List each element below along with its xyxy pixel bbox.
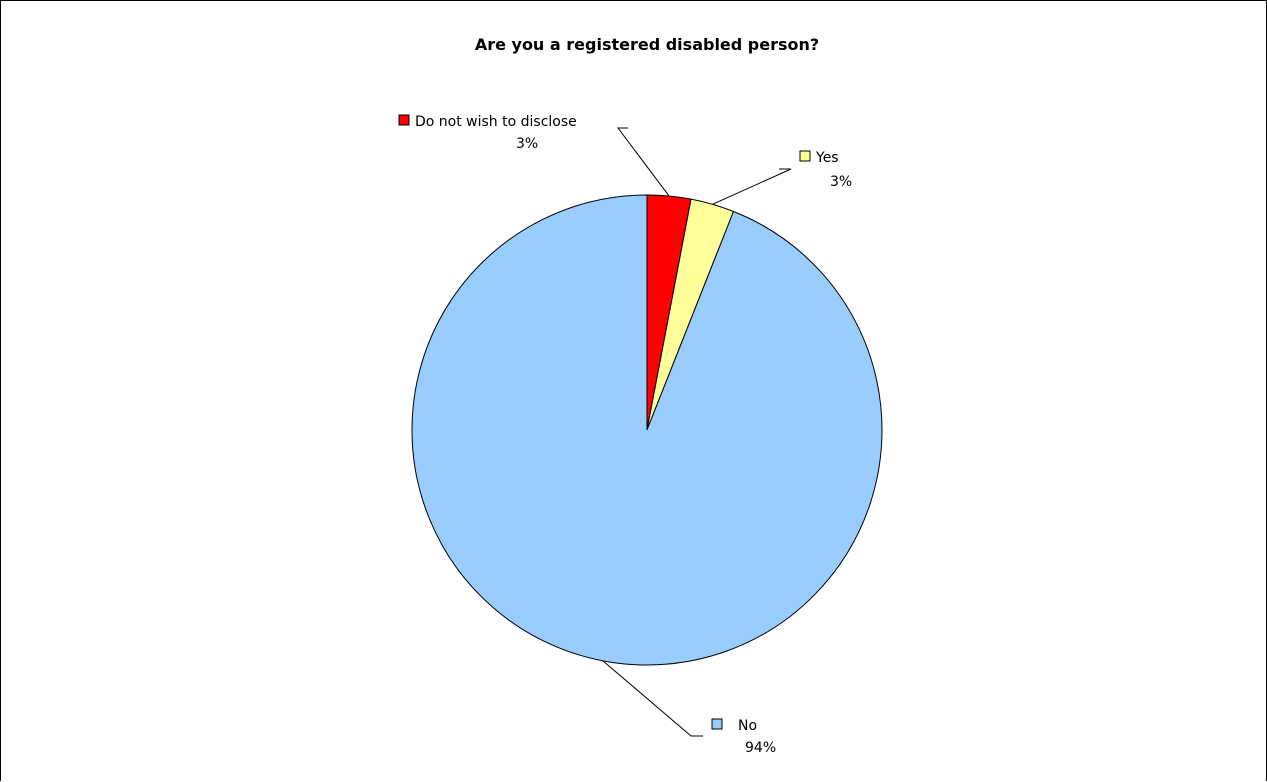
leader-line [602,660,703,737]
legend-key [398,114,410,126]
pie-slice-no [411,194,883,666]
leader-line [616,127,670,197]
pie-slices [411,194,883,666]
leader-line [712,168,792,205]
data-label-name: No [738,718,757,734]
data-label-name: Yes [815,150,839,166]
data-label-percent: 3% [830,174,852,190]
pie-labels: Do not wish to disclose 3% Yes 3% No 94% [398,114,852,756]
chart-title: Are you a registered disabled person? [475,35,819,54]
data-label-name: Do not wish to disclose [415,114,577,130]
data-label-percent: 3% [516,136,538,152]
legend-key [799,150,811,162]
data-label-percent: 94% [745,740,776,756]
legend-key [711,718,723,730]
